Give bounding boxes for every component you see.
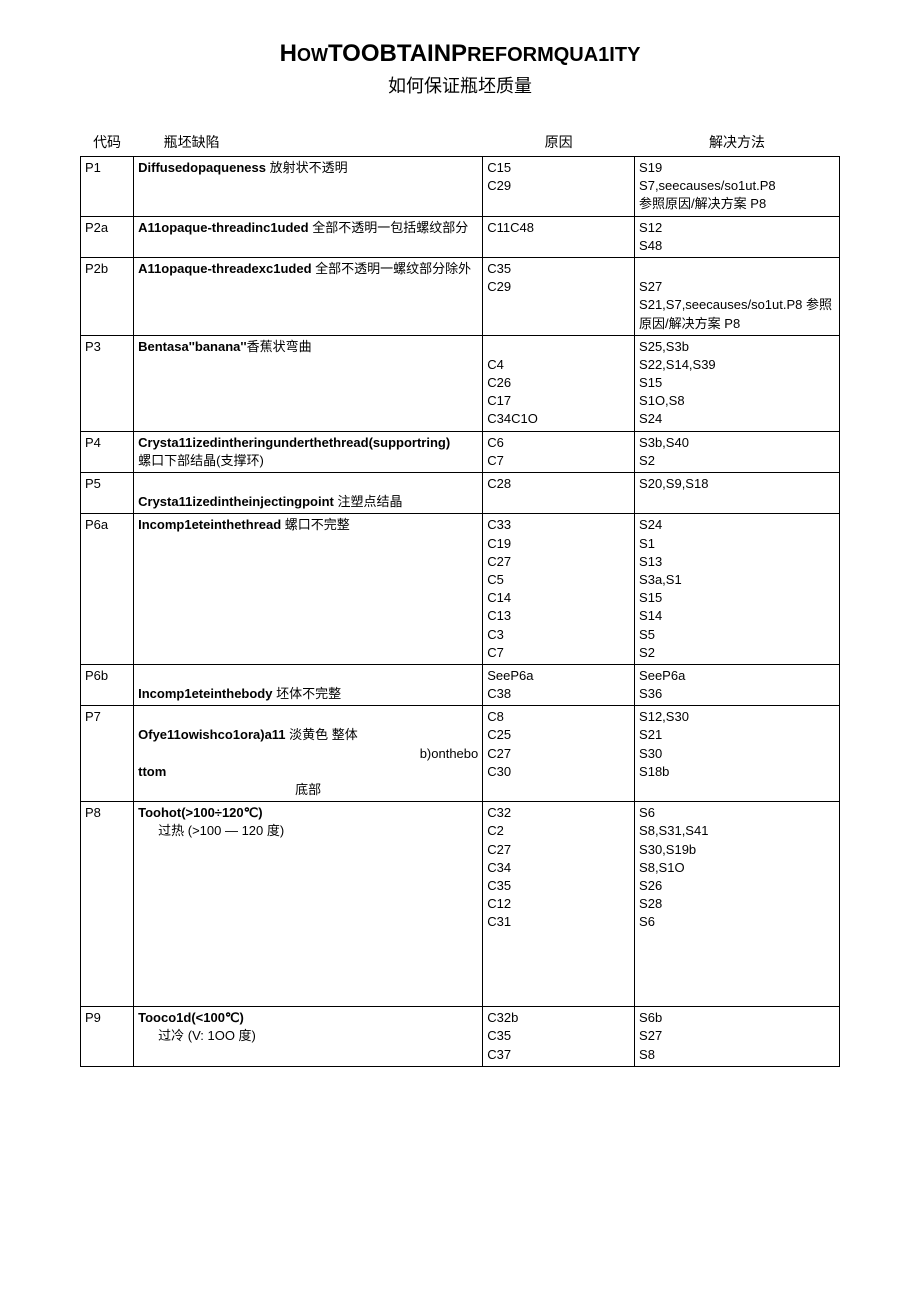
cell-defect: Tooco1d(<100℃)过冷 (V: 1OO 度) (134, 1007, 483, 1067)
cell-solution: S3b,S40S2 (635, 431, 840, 472)
cell-code: P1 (81, 157, 134, 217)
cell-code: P6b (81, 664, 134, 705)
header-defect: 瓶坯缺陷 (134, 128, 483, 157)
cell-cause: SeeP6aC38 (483, 664, 635, 705)
cell-solution: S20,S9,S18 (635, 473, 840, 514)
page-title: HOWTOOBTAINPREFORMQUA1ITY (80, 40, 840, 68)
table-row: P2bA11opaque-threadexc1uded 全部不透明一螺纹部分除外… (81, 257, 840, 335)
table-row: P5 Crysta11izedintheinjectingpoint 注塑点结晶… (81, 473, 840, 514)
cell-solution: S25,S3bS22,S14,S39S15S1O,S8S24 (635, 335, 840, 431)
cell-cause: C15C29 (483, 157, 635, 217)
table-row: P2aA11opaque-threadinc1uded 全部不透明一包括螺纹部分… (81, 216, 840, 257)
cell-solution: S12,S30S21S30S18b (635, 706, 840, 802)
cell-cause: C4C26C17C34C1O (483, 335, 635, 431)
cell-cause: C33C19C27C5C14C13C3C7 (483, 514, 635, 665)
cell-code: P7 (81, 706, 134, 802)
cell-cause: C28 (483, 473, 635, 514)
cell-code: P6a (81, 514, 134, 665)
cell-code: P8 (81, 802, 134, 1007)
cell-defect: Crysta11izedintheinjectingpoint 注塑点结晶 (134, 473, 483, 514)
cell-defect: Incomp1eteinthethread 螺口不完整 (134, 514, 483, 665)
cell-solution: S6bS27S8 (635, 1007, 840, 1067)
cell-code: P4 (81, 431, 134, 472)
cell-cause: C8C25C27C30 (483, 706, 635, 802)
defect-table: 代码 瓶坯缺陷 原因 解决方法 P1Diffusedopaqueness 放射状… (80, 128, 840, 1067)
cell-defect: Bentasa''banana''香蕉状弯曲 (134, 335, 483, 431)
table-row: P6b Incomp1eteinthebody 坯体不完整SeeP6aC38Se… (81, 664, 840, 705)
title-p3: TOOBTAIN (328, 40, 451, 67)
cell-solution: S24S1S13S3a,S1S15S14S5S2 (635, 514, 840, 665)
cell-code: P3 (81, 335, 134, 431)
cell-code: P2b (81, 257, 134, 335)
cell-solution: S6S8,S31,S41S30,S19bS8,S1OS26S28S6 (635, 802, 840, 1007)
title-p1: H (280, 40, 297, 67)
table-row: P7 Ofye11owishco1ora)a11 淡黄色 整体b)onthebo… (81, 706, 840, 802)
cell-defect: Incomp1eteinthebody 坯体不完整 (134, 664, 483, 705)
table-header-row: 代码 瓶坯缺陷 原因 解决方法 (81, 128, 840, 157)
cell-solution: SeeP6aS36 (635, 664, 840, 705)
cell-code: P2a (81, 216, 134, 257)
cell-solution: S19S7,seecauses/so1ut.P8参照原因/解决方案 P8 (635, 157, 840, 217)
table-row: P8Toohot(>100÷120℃)过热 (>100 — 120 度)C32C… (81, 802, 840, 1007)
cell-defect: Ofye11owishco1ora)a11 淡黄色 整体b)onthebotto… (134, 706, 483, 802)
header-code: 代码 (81, 128, 134, 157)
cell-defect: Diffusedopaqueness 放射状不透明 (134, 157, 483, 217)
title-p5: REFORMQUA1ITY (467, 44, 640, 66)
cell-defect: Crysta11izedintheringunderthethread(supp… (134, 431, 483, 472)
table-body: P1Diffusedopaqueness 放射状不透明C15C29S19S7,s… (81, 157, 840, 1067)
cell-cause: C6C7 (483, 431, 635, 472)
cell-cause: C35C29 (483, 257, 635, 335)
cell-solution: S12S48 (635, 216, 840, 257)
table-row: P9Tooco1d(<100℃)过冷 (V: 1OO 度)C32bC35C37S… (81, 1007, 840, 1067)
table-row: P1Diffusedopaqueness 放射状不透明C15C29S19S7,s… (81, 157, 840, 217)
cell-defect: A11opaque-threadexc1uded 全部不透明一螺纹部分除外 (134, 257, 483, 335)
title-p4: P (451, 40, 467, 67)
cell-defect: A11opaque-threadinc1uded 全部不透明一包括螺纹部分 (134, 216, 483, 257)
table-row: P6aIncomp1eteinthethread 螺口不完整C33C19C27C… (81, 514, 840, 665)
cell-cause: C11C48 (483, 216, 635, 257)
table-row: P4Crysta11izedintheringunderthethread(su… (81, 431, 840, 472)
cell-solution: S27S21,S7,seecauses/so1ut.P8 参照原因/解决方案 P… (635, 257, 840, 335)
table-row: P3Bentasa''banana''香蕉状弯曲 C4C26C17C34C1OS… (81, 335, 840, 431)
cell-code: P9 (81, 1007, 134, 1067)
cell-cause: C32C2C27C34C35C12C31 (483, 802, 635, 1007)
header-solution: 解决方法 (635, 128, 840, 157)
header-cause: 原因 (483, 128, 635, 157)
cell-code: P5 (81, 473, 134, 514)
title-p2: OW (297, 45, 328, 65)
cell-cause: C32bC35C37 (483, 1007, 635, 1067)
page-subtitle: 如何保证瓶坯质量 (80, 72, 840, 98)
cell-defect: Toohot(>100÷120℃)过热 (>100 — 120 度) (134, 802, 483, 1007)
